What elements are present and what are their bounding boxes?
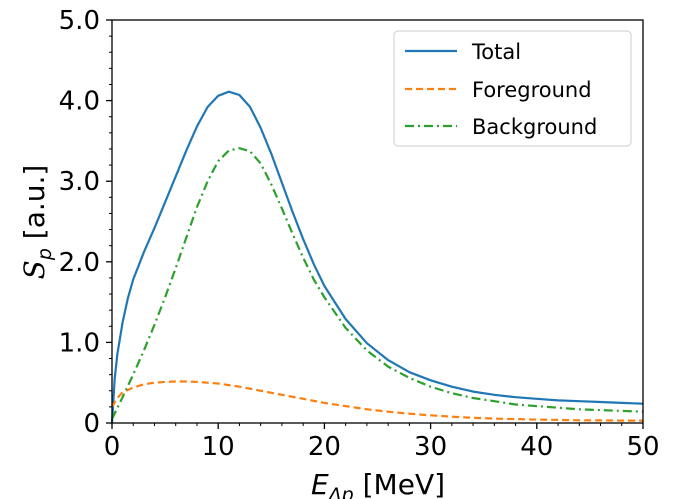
y-axis-label-unit: [a.u.] (18, 165, 51, 248)
y-tick-label: 0 (83, 409, 100, 439)
series-line-background (111, 147, 644, 420)
x-tick-label: 50 (626, 432, 659, 462)
x-tick-label: 30 (414, 432, 447, 462)
legend-label-background: Background (472, 115, 597, 139)
plot-frame (111, 19, 644, 424)
y-tick-label: 5.0 (59, 6, 100, 36)
x-tick-label: 40 (520, 432, 553, 462)
y-tick-label: 4.0 (59, 87, 100, 117)
y-tick-label: 2.0 (59, 248, 100, 278)
legend-box (393, 30, 632, 147)
x-tick-labels: 0 10 20 30 40 50 (104, 432, 660, 462)
y-tick-label: 3.0 (59, 167, 100, 197)
series-line-total (110, 90, 644, 424)
x-axis-label: EΛp [MeV] (311, 468, 445, 499)
legend-label-foreground: Foreground (472, 78, 592, 102)
x-tick-label: 10 (202, 432, 235, 462)
y-tick-labels: 0 1.0 2.0 3.0 4.0 5.0 (59, 6, 100, 439)
y-axis-label-main: S (18, 260, 51, 279)
y-tick-label: 1.0 (59, 328, 100, 358)
x-axis-label-main: E (311, 468, 329, 499)
series-line-foreground (111, 380, 643, 422)
y-axis-label: Sp [a.u.] (18, 165, 56, 280)
major-ticks (106, 19, 644, 429)
legend-label-total: Total (471, 40, 521, 64)
x-tick-label: 20 (308, 432, 341, 462)
series-layer (110, 90, 644, 424)
legend: Total Foreground Background (393, 30, 632, 147)
x-tick-label: 0 (104, 432, 121, 462)
y-axis-label-subscript: p (34, 248, 56, 261)
x-axis-label-subscript: Λp (327, 484, 354, 499)
x-axis-label-unit: [MeV] (354, 468, 445, 499)
